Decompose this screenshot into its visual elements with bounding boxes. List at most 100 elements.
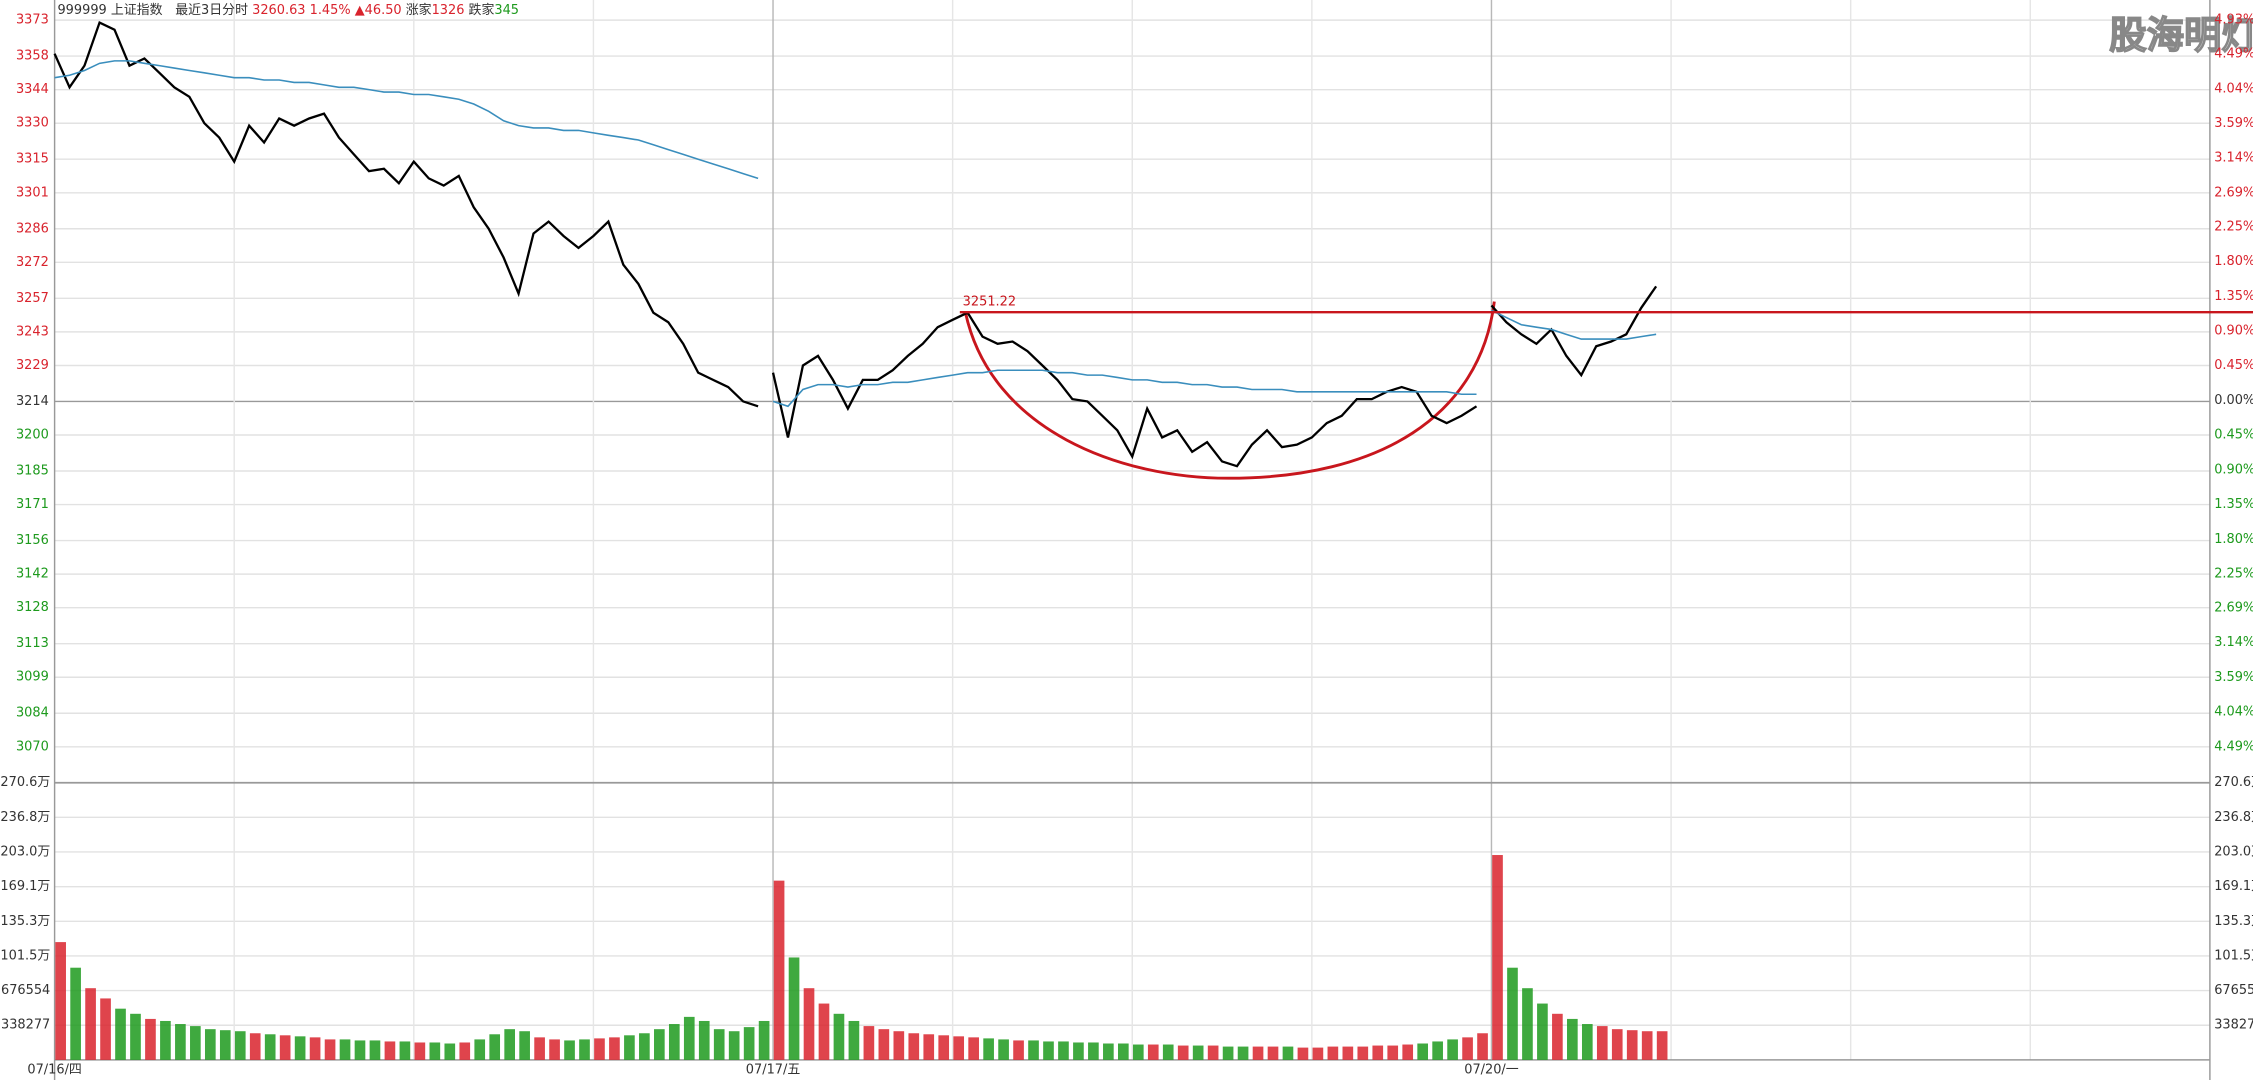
volume-bar bbox=[1432, 1041, 1443, 1060]
volume-bar bbox=[743, 1027, 755, 1060]
volume-bar bbox=[130, 1013, 141, 1060]
y-tick-label: 3214 bbox=[16, 394, 49, 409]
volume-bar bbox=[1447, 1039, 1458, 1060]
volume-tick-label: 338277 bbox=[1, 1018, 50, 1033]
y-tick-label: 3358 bbox=[16, 49, 49, 64]
volume-bar bbox=[788, 957, 800, 1060]
y-tick-label: 3070 bbox=[16, 739, 49, 754]
volume-bar bbox=[279, 1035, 291, 1060]
volume-bar bbox=[444, 1043, 456, 1060]
volume-bar bbox=[1641, 1031, 1653, 1060]
volume-bar bbox=[878, 1029, 890, 1060]
volume-bar bbox=[609, 1037, 620, 1060]
volume-bar bbox=[1282, 1046, 1294, 1060]
y-tick-label: 3156 bbox=[16, 533, 49, 548]
y-tick-label: 3373 bbox=[16, 13, 49, 28]
volume-bar bbox=[818, 1003, 830, 1060]
y2-tick-label: 2.69% bbox=[2214, 600, 2253, 615]
volume-bar bbox=[848, 1020, 860, 1060]
y2-tick-label: 4.04% bbox=[2214, 81, 2253, 96]
y-tick-label: 3185 bbox=[16, 463, 49, 478]
volume-bar bbox=[1028, 1040, 1039, 1060]
volume-bar bbox=[579, 1039, 590, 1060]
volume-bar bbox=[1327, 1046, 1339, 1060]
volume-bar bbox=[115, 1008, 126, 1060]
volume-bar bbox=[1402, 1044, 1414, 1060]
volume-bar bbox=[833, 1013, 845, 1060]
volume-bar bbox=[953, 1036, 965, 1060]
volume-bar bbox=[1342, 1046, 1354, 1060]
volume-bar bbox=[639, 1033, 650, 1060]
volume-bar bbox=[938, 1035, 950, 1060]
volume-bar bbox=[908, 1033, 920, 1060]
volume-bar bbox=[683, 1016, 695, 1060]
volume-bar bbox=[1073, 1042, 1084, 1060]
volume-bar bbox=[1237, 1046, 1249, 1060]
volume-bar bbox=[1207, 1045, 1219, 1060]
volume-bar bbox=[728, 1031, 740, 1060]
volume-bar bbox=[668, 1024, 680, 1060]
line-series bbox=[772, 369, 1477, 408]
volume-bar bbox=[1387, 1045, 1399, 1060]
volume-tick-label: 101.5万 bbox=[2214, 948, 2253, 963]
volume-bar bbox=[698, 1020, 710, 1060]
volume-bar bbox=[1507, 967, 1518, 1060]
volume-bar bbox=[923, 1034, 935, 1060]
y2-tick-label: 4.49% bbox=[2214, 739, 2253, 754]
line-series bbox=[1490, 285, 1658, 378]
y2-tick-label: 4.49% bbox=[2214, 47, 2253, 62]
volume-bar bbox=[55, 942, 66, 1060]
volume-bar bbox=[369, 1040, 381, 1060]
header: 999999 上证指数 最近3日分时 3260.63 1.45% ▲46.50 … bbox=[57, 2, 519, 18]
volume-bar bbox=[534, 1037, 545, 1060]
volume-bar bbox=[1656, 1031, 1668, 1060]
volume-tick-label: 101.5万 bbox=[0, 948, 50, 963]
y-tick-label: 3142 bbox=[16, 567, 49, 582]
y2-tick-label: 0.45% bbox=[2214, 428, 2253, 443]
volume-bar bbox=[654, 1029, 665, 1060]
volume-tick-label: 135.3万 bbox=[0, 914, 50, 929]
volume-bar bbox=[489, 1034, 501, 1060]
volume-bar bbox=[1581, 1024, 1593, 1060]
volume-bar bbox=[175, 1024, 186, 1060]
up-count: 1326 bbox=[432, 3, 465, 18]
y2-tick-label: 2.25% bbox=[2214, 219, 2253, 234]
volume-tick-label: 676554 bbox=[1, 983, 50, 998]
volume-bar bbox=[1162, 1044, 1174, 1060]
volume-tick-label: 169.1万 bbox=[2214, 879, 2253, 894]
volume-bar bbox=[294, 1036, 306, 1060]
x-tick-label: 07/17/五 bbox=[746, 1062, 801, 1077]
up-label: 涨家 bbox=[406, 2, 432, 18]
volume-bar bbox=[1103, 1043, 1114, 1060]
volume-bar bbox=[998, 1039, 1009, 1060]
y2-tick-label: 3.14% bbox=[2214, 635, 2253, 650]
volume-bar bbox=[863, 1026, 875, 1060]
y-tick-label: 3229 bbox=[16, 358, 49, 373]
volume-bar bbox=[1477, 1033, 1488, 1060]
volume-bar bbox=[519, 1031, 530, 1060]
volume-bar bbox=[85, 988, 96, 1060]
volume-bar bbox=[1417, 1043, 1429, 1060]
change: ▲46.50 bbox=[355, 3, 402, 18]
y-tick-label: 3257 bbox=[16, 291, 49, 306]
volume-bar bbox=[624, 1035, 635, 1060]
y2-tick-label: 1.35% bbox=[2214, 289, 2253, 304]
volume-bar bbox=[264, 1034, 276, 1060]
x-tick-label: 07/16/四 bbox=[27, 1062, 81, 1077]
volume-tick-label: 270.6万 bbox=[2214, 775, 2253, 790]
y-tick-label: 3330 bbox=[16, 116, 49, 131]
volume-bar bbox=[1267, 1046, 1279, 1060]
line-series bbox=[1491, 309, 1657, 340]
volume-bar bbox=[384, 1041, 396, 1060]
grid-layer bbox=[54, 0, 2210, 1060]
volume-bar bbox=[354, 1040, 366, 1060]
y-tick-label: 3099 bbox=[16, 670, 49, 685]
volume-bar bbox=[803, 988, 815, 1060]
volume-bar bbox=[549, 1039, 560, 1060]
volume-bar bbox=[1013, 1040, 1024, 1060]
y-tick-label: 3200 bbox=[16, 428, 49, 443]
volume-tick-label: 135.3万 bbox=[2214, 914, 2253, 929]
volume-bar bbox=[1088, 1042, 1099, 1060]
volume-bar bbox=[1357, 1046, 1369, 1060]
y2-tick-label: 3.59% bbox=[2214, 116, 2253, 131]
